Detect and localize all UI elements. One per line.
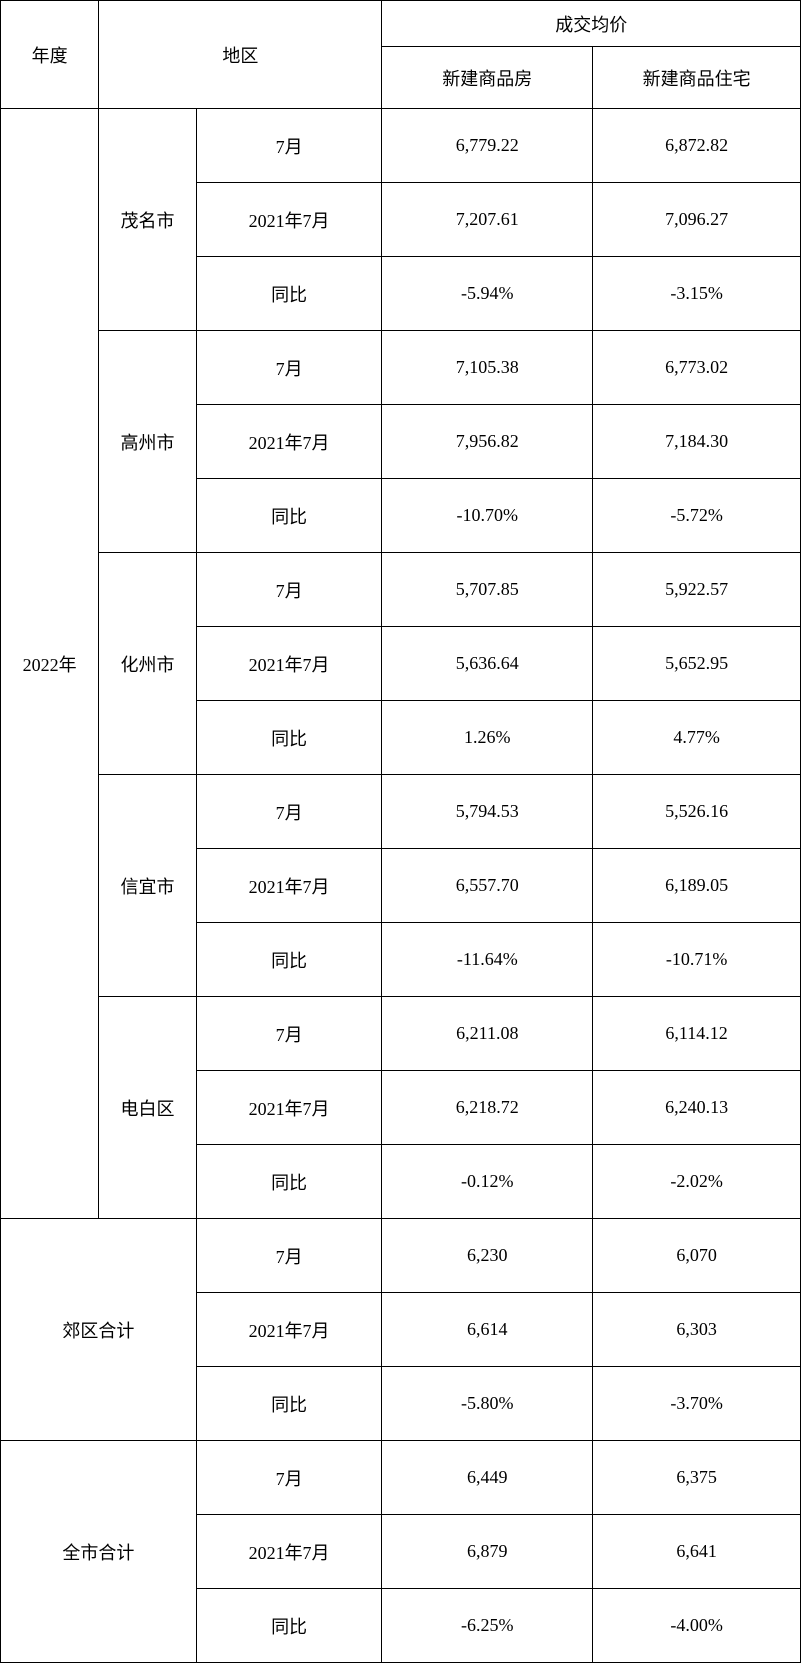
- cell-value: 6,230: [382, 1219, 593, 1293]
- cell-value: 5,922.57: [593, 553, 801, 627]
- cell-value: 6,641: [593, 1515, 801, 1589]
- cell-value: -11.64%: [382, 923, 593, 997]
- period-label: 2021年7月: [196, 1071, 382, 1145]
- period-label: 7月: [196, 1219, 382, 1293]
- cell-value: 7,956.82: [382, 405, 593, 479]
- period-label: 2021年7月: [196, 183, 382, 257]
- cell-value: -5.80%: [382, 1367, 593, 1441]
- period-label: 7月: [196, 997, 382, 1071]
- period-label: 7月: [196, 775, 382, 849]
- period-label: 2021年7月: [196, 627, 382, 701]
- cell-value: 7,096.27: [593, 183, 801, 257]
- period-label: 7月: [196, 553, 382, 627]
- period-label: 2021年7月: [196, 849, 382, 923]
- region-name: 信宜市: [99, 775, 196, 997]
- cell-value: -0.12%: [382, 1145, 593, 1219]
- cell-value: 7,207.61: [382, 183, 593, 257]
- cell-value: -2.02%: [593, 1145, 801, 1219]
- cell-value: 6,872.82: [593, 109, 801, 183]
- period-label: 同比: [196, 1589, 382, 1663]
- cell-value: -10.71%: [593, 923, 801, 997]
- cell-value: 1.26%: [382, 701, 593, 775]
- price-table: 年度 地区 成交均价 新建商品房 新建商品住宅 2022年 茂名市 7月 6,7…: [0, 0, 801, 1663]
- cell-value: 6,614: [382, 1293, 593, 1367]
- region-name: 化州市: [99, 553, 196, 775]
- cell-value: 6,879: [382, 1515, 593, 1589]
- cell-value: 6,240.13: [593, 1071, 801, 1145]
- header-col1: 新建商品房: [382, 47, 593, 109]
- period-label: 同比: [196, 1367, 382, 1441]
- cell-value: -5.72%: [593, 479, 801, 553]
- period-label: 同比: [196, 1145, 382, 1219]
- cell-value: 7,184.30: [593, 405, 801, 479]
- suburb-total-label: 郊区合计: [1, 1219, 197, 1441]
- header-year: 年度: [1, 1, 99, 109]
- city-total-label: 全市合计: [1, 1441, 197, 1663]
- cell-value: -6.25%: [382, 1589, 593, 1663]
- period-label: 同比: [196, 923, 382, 997]
- cell-value: 4.77%: [593, 701, 801, 775]
- cell-value: -10.70%: [382, 479, 593, 553]
- period-label: 2021年7月: [196, 1515, 382, 1589]
- cell-value: 6,449: [382, 1441, 593, 1515]
- cell-value: 5,526.16: [593, 775, 801, 849]
- period-label: 2021年7月: [196, 1293, 382, 1367]
- region-name: 高州市: [99, 331, 196, 553]
- cell-value: 6,070: [593, 1219, 801, 1293]
- cell-value: 5,636.64: [382, 627, 593, 701]
- cell-value: 5,707.85: [382, 553, 593, 627]
- period-label: 2021年7月: [196, 405, 382, 479]
- header-price-group: 成交均价: [382, 1, 801, 47]
- year-cell: 2022年: [1, 109, 99, 1219]
- cell-value: 6,218.72: [382, 1071, 593, 1145]
- cell-value: 6,779.22: [382, 109, 593, 183]
- cell-value: 6,303: [593, 1293, 801, 1367]
- region-name: 电白区: [99, 997, 196, 1219]
- cell-value: 7,105.38: [382, 331, 593, 405]
- cell-value: 6,189.05: [593, 849, 801, 923]
- cell-value: 6,773.02: [593, 331, 801, 405]
- cell-value: -5.94%: [382, 257, 593, 331]
- period-label: 7月: [196, 1441, 382, 1515]
- period-label: 同比: [196, 701, 382, 775]
- period-label: 7月: [196, 109, 382, 183]
- cell-value: 5,652.95: [593, 627, 801, 701]
- cell-value: 5,794.53: [382, 775, 593, 849]
- period-label: 同比: [196, 479, 382, 553]
- cell-value: 6,211.08: [382, 997, 593, 1071]
- period-label: 7月: [196, 331, 382, 405]
- region-name: 茂名市: [99, 109, 196, 331]
- cell-value: -3.70%: [593, 1367, 801, 1441]
- cell-value: -4.00%: [593, 1589, 801, 1663]
- period-label: 同比: [196, 257, 382, 331]
- header-region: 地区: [99, 1, 382, 109]
- cell-value: 6,375: [593, 1441, 801, 1515]
- cell-value: 6,557.70: [382, 849, 593, 923]
- header-col2: 新建商品住宅: [593, 47, 801, 109]
- cell-value: 6,114.12: [593, 997, 801, 1071]
- cell-value: -3.15%: [593, 257, 801, 331]
